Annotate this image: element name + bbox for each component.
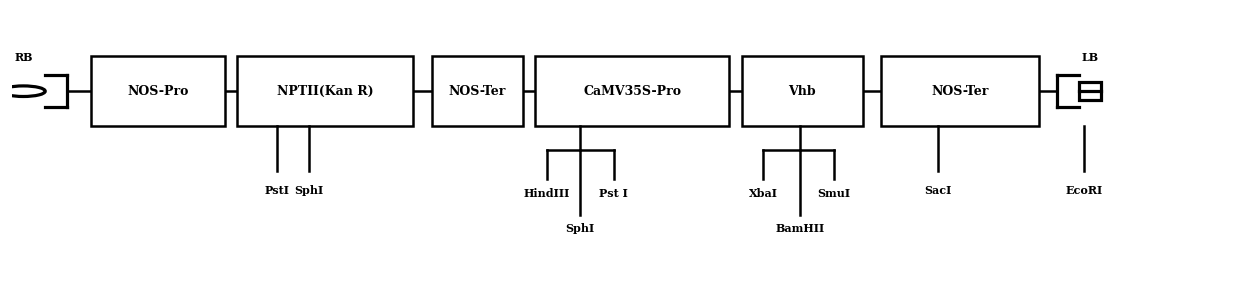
Text: RB: RB (14, 52, 32, 63)
Text: Pst I: Pst I (599, 188, 629, 199)
Text: SphI: SphI (294, 185, 324, 196)
Text: SacI: SacI (925, 185, 952, 196)
Bar (432, 56, 523, 127)
Bar (92, 56, 224, 127)
Text: BamHII: BamHII (775, 224, 825, 235)
Bar (534, 56, 729, 127)
Text: NOS-Ter: NOS-Ter (449, 85, 506, 98)
Text: XbaI: XbaI (749, 188, 777, 199)
Bar (237, 56, 413, 127)
Text: PstI: PstI (265, 185, 290, 196)
Text: HindIII: HindIII (525, 188, 570, 199)
Text: NPTII(Kan R): NPTII(Kan R) (277, 85, 373, 98)
Text: Vhb: Vhb (789, 85, 816, 98)
Text: NOS-Pro: NOS-Pro (128, 85, 188, 98)
Text: EcoRI: EcoRI (1065, 185, 1102, 196)
Text: SphI: SphI (565, 224, 594, 235)
Text: NOS-Ter: NOS-Ter (931, 85, 990, 98)
Text: LB: LB (1081, 52, 1099, 63)
Text: SmuI: SmuI (817, 188, 851, 199)
Bar (742, 56, 863, 127)
Bar (1079, 82, 1101, 100)
Bar (882, 56, 1039, 127)
Text: CaMV35S-Pro: CaMV35S-Pro (583, 85, 681, 98)
